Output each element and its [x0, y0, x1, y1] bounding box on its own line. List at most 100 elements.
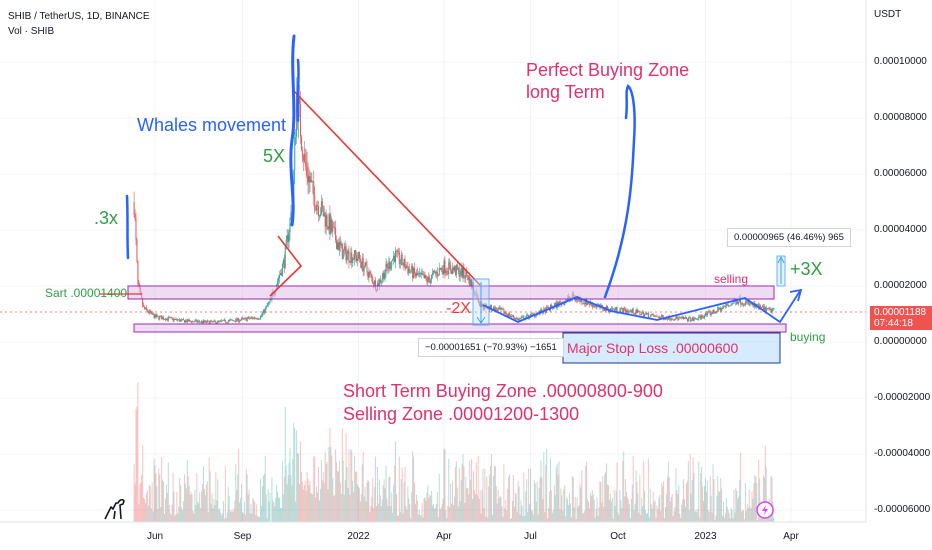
- volume-bar: [262, 476, 264, 522]
- volume-bar: [450, 483, 452, 522]
- volume-bar: [654, 500, 656, 522]
- volume-bar: [741, 511, 743, 522]
- volume-bar: [414, 482, 416, 522]
- candle-body: [634, 313, 636, 315]
- candle-body: [313, 181, 315, 196]
- volume-bar: [294, 428, 296, 522]
- candle-body: [511, 316, 513, 317]
- volume-bar: [377, 503, 379, 522]
- volume-bar: [333, 495, 335, 522]
- candle-body: [374, 280, 376, 285]
- volume-bar: [182, 510, 184, 522]
- volume-bar: [216, 500, 218, 522]
- volume-bar: [213, 499, 215, 522]
- candle-body: [644, 314, 646, 317]
- volume-bar: [306, 472, 308, 522]
- volume-bar: [652, 491, 654, 522]
- volume-bar: [224, 465, 226, 522]
- candle-body: [743, 304, 745, 306]
- candle-body: [148, 310, 150, 313]
- time-tick-label: Sep: [234, 531, 252, 542]
- candle-body: [142, 298, 144, 306]
- candle-body: [430, 279, 432, 283]
- candle-body: [487, 308, 489, 310]
- candle-body: [173, 319, 175, 321]
- candle-body: [624, 307, 626, 310]
- time-tick-label: Jul: [524, 531, 537, 542]
- candle-body: [347, 250, 349, 254]
- volume-bar: [150, 508, 152, 522]
- candle-body: [190, 321, 192, 323]
- candle-body: [193, 321, 195, 323]
- volume-bar: [199, 492, 201, 522]
- volume-bar: [340, 493, 342, 522]
- volume-bar: [433, 508, 435, 522]
- candle-body: [236, 318, 238, 321]
- volume-bar: [258, 516, 260, 522]
- candle-body: [437, 275, 439, 277]
- candle-body: [318, 205, 320, 217]
- candle-body: [731, 303, 733, 305]
- candle-body: [769, 309, 771, 310]
- volume-bar: [628, 504, 630, 522]
- perfect-zone-label-2: long Term: [526, 82, 605, 102]
- candle-body: [722, 308, 724, 309]
- candle-body: [329, 214, 331, 235]
- candle-body: [262, 309, 264, 314]
- candle-body: [327, 226, 329, 230]
- candle-body: [415, 272, 417, 277]
- volume-bar: [346, 467, 348, 522]
- volume-bar: [636, 482, 638, 522]
- volume-bar: [672, 516, 674, 522]
- volume-bar: [626, 497, 628, 522]
- candle-body: [614, 309, 616, 311]
- volume-bar: [757, 520, 759, 522]
- volume-bar: [468, 494, 470, 522]
- candle-body: [152, 313, 154, 315]
- volume-bar: [303, 485, 305, 522]
- volume-bar: [761, 516, 763, 522]
- volume-bar: [703, 500, 705, 522]
- volume-bar: [192, 510, 194, 522]
- volume-bar: [490, 466, 492, 522]
- candle-body: [506, 313, 508, 315]
- volume-bar: [546, 449, 548, 522]
- volume-bar: [359, 501, 361, 522]
- candle-body: [259, 318, 261, 320]
- volume-bar: [440, 507, 442, 522]
- candle-body: [372, 277, 374, 284]
- candle-body: [449, 262, 451, 266]
- volume-bar: [680, 517, 682, 522]
- drawings: [0, 34, 866, 364]
- candle-body: [349, 261, 351, 263]
- candle-body: [583, 303, 585, 304]
- candle-body: [765, 308, 767, 313]
- volume-bar: [279, 498, 281, 522]
- candle-body: [522, 316, 524, 318]
- volume-bar: [457, 506, 459, 522]
- volume-bar: [389, 476, 391, 522]
- candle-body: [390, 266, 392, 269]
- volume-bar: [635, 470, 637, 522]
- candle-body: [350, 252, 352, 263]
- candle-body: [702, 315, 704, 318]
- volume-bar: [381, 499, 383, 522]
- volume-bar: [651, 508, 653, 522]
- candle-body: [264, 307, 266, 313]
- candle-body: [526, 315, 528, 318]
- volume-bar: [356, 471, 358, 522]
- measure-up-label: 0.00000965 (46.46%) 965: [727, 228, 851, 247]
- volume-bar: [766, 516, 768, 522]
- volume-bar: [613, 489, 615, 522]
- candle-body: [278, 278, 280, 282]
- lightning-icon[interactable]: [756, 501, 774, 519]
- volume-bar: [455, 461, 457, 522]
- currency-label: USDT: [874, 9, 902, 20]
- volume-bar: [141, 475, 143, 522]
- candle-body: [300, 136, 302, 150]
- candle-body: [612, 308, 614, 310]
- candle-body: [202, 321, 204, 323]
- candle-body: [323, 212, 325, 217]
- candle-body: [406, 266, 408, 268]
